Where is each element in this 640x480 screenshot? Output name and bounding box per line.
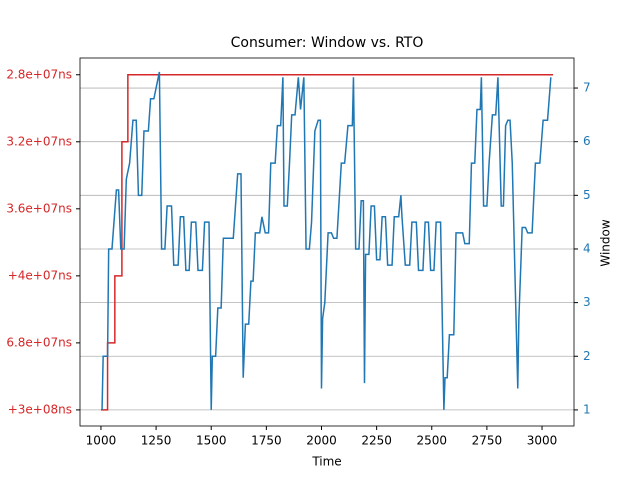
x-tick-label: 2250 — [361, 434, 392, 448]
x-tick-label: 2750 — [472, 434, 503, 448]
x-axis-label: Time — [311, 455, 341, 469]
y2-tick-label: 3 — [583, 295, 591, 309]
data-line — [100, 74, 554, 411]
y2-tick-label: 4 — [583, 241, 591, 255]
x-tick-label: 1250 — [141, 434, 172, 448]
y2-tick-label: 7 — [583, 81, 591, 95]
y-tick-label: 3.2e+07ns — [6, 134, 72, 148]
plot-frame — [79, 57, 575, 427]
y-tick-label: +4e+07ns — [8, 268, 72, 282]
y2-tick-label: 6 — [583, 134, 591, 148]
data-line — [101, 71, 552, 410]
x-tick-label: 2000 — [306, 434, 337, 448]
y2-axis-label: Window — [599, 219, 613, 267]
x-tick-label: 1500 — [196, 434, 227, 448]
x-tick-label: 2500 — [416, 434, 447, 448]
y2-tick-label: 1 — [583, 402, 591, 416]
y-tick-label: +3e+08ns — [8, 402, 72, 416]
x-tick-label: 1000 — [86, 434, 117, 448]
y-tick-label: 6.8e+07ns — [6, 335, 72, 349]
y-tick-label: 2.8e+07ns — [6, 67, 72, 81]
y2-tick-label: 5 — [583, 188, 591, 202]
chart-title: Consumer: Window vs. RTO — [231, 35, 424, 51]
x-tick-label: 1750 — [251, 434, 282, 448]
x-tick-label: 3000 — [527, 434, 558, 448]
y-tick-label: 3.6e+07ns — [6, 201, 72, 215]
y2-tick-label: 2 — [583, 349, 591, 363]
